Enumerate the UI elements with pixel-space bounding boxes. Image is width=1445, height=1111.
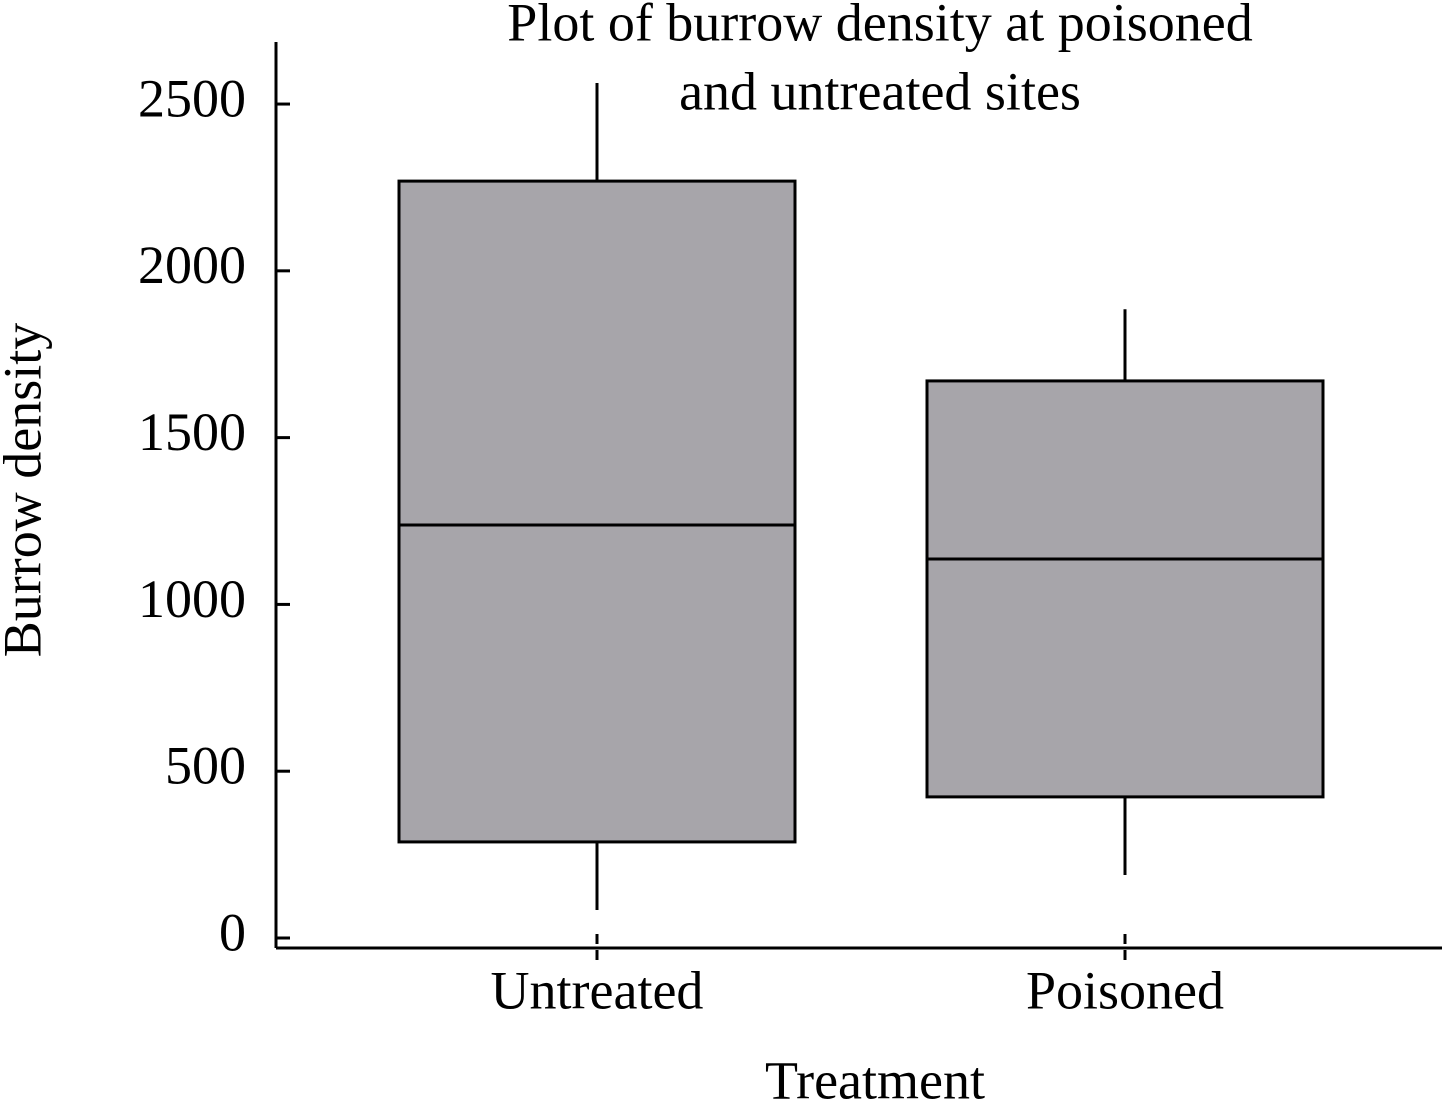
x-tick-label: Untreated [491,960,704,1020]
chart-title: Plot of burrow density at poisoned [507,0,1252,52]
y-tick-label: 2000 [138,235,246,295]
box [397,179,797,844]
y-tick-label: 2500 [138,68,246,128]
x-axis-label: Treatment [765,1050,985,1110]
x-tick-label: Poisoned [1026,960,1224,1020]
y-tick-label: 500 [165,736,246,796]
box [925,379,1325,799]
y-axis-label: Burrow density [0,323,52,657]
y-tick-label: 1000 [138,569,246,629]
y-tick-label: 0 [219,902,246,962]
y-tick-label: 1500 [138,402,246,462]
chart-title: and untreated sites [679,61,1081,121]
